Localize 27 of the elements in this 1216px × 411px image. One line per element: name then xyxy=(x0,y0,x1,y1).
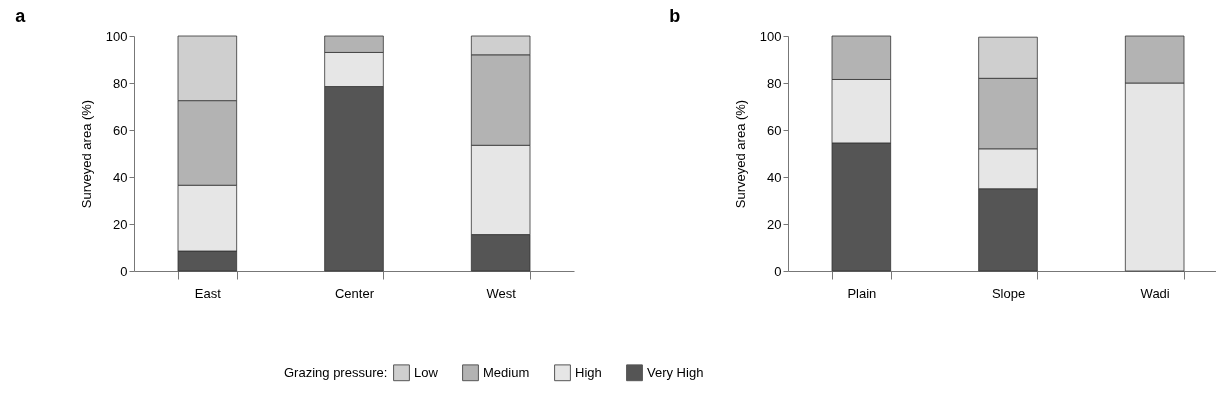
y-tick-label: 100 xyxy=(105,28,128,44)
y-tick-label: 100 xyxy=(759,28,782,44)
legend-label: Low xyxy=(414,364,439,380)
legend-title: Grazing pressure: xyxy=(284,365,388,380)
x-tick-label: East xyxy=(194,285,222,301)
x-tick-label: Wadi xyxy=(1140,285,1170,301)
y-tick-label: 80 xyxy=(767,75,782,91)
y-tick-label: 40 xyxy=(767,169,782,185)
legend-label: Very High xyxy=(647,364,704,380)
x-tick-label: Slope xyxy=(991,285,1026,301)
y-tick-label: 0 xyxy=(774,263,782,279)
y-tick-label: 40 xyxy=(113,169,128,185)
y-axis-title: Surveyed area (%) xyxy=(78,99,94,209)
y-tick-label: 0 xyxy=(120,263,128,279)
y-tick-label: 20 xyxy=(767,216,782,232)
y-tick-label: 60 xyxy=(113,122,128,138)
y-tick-label: 80 xyxy=(113,75,128,91)
y-tick-label: 60 xyxy=(767,122,782,138)
legend-label: Medium xyxy=(483,364,530,380)
chart-title: a xyxy=(15,6,27,26)
x-tick-label: Center xyxy=(334,285,375,301)
chart-title: b xyxy=(669,6,681,26)
x-tick-label: West xyxy=(486,285,517,301)
y-axis-title: Surveyed area (%) xyxy=(732,99,748,209)
legend-label: High xyxy=(575,364,602,380)
x-tick-label: Plain xyxy=(847,285,877,301)
y-tick-label: 20 xyxy=(113,216,128,232)
